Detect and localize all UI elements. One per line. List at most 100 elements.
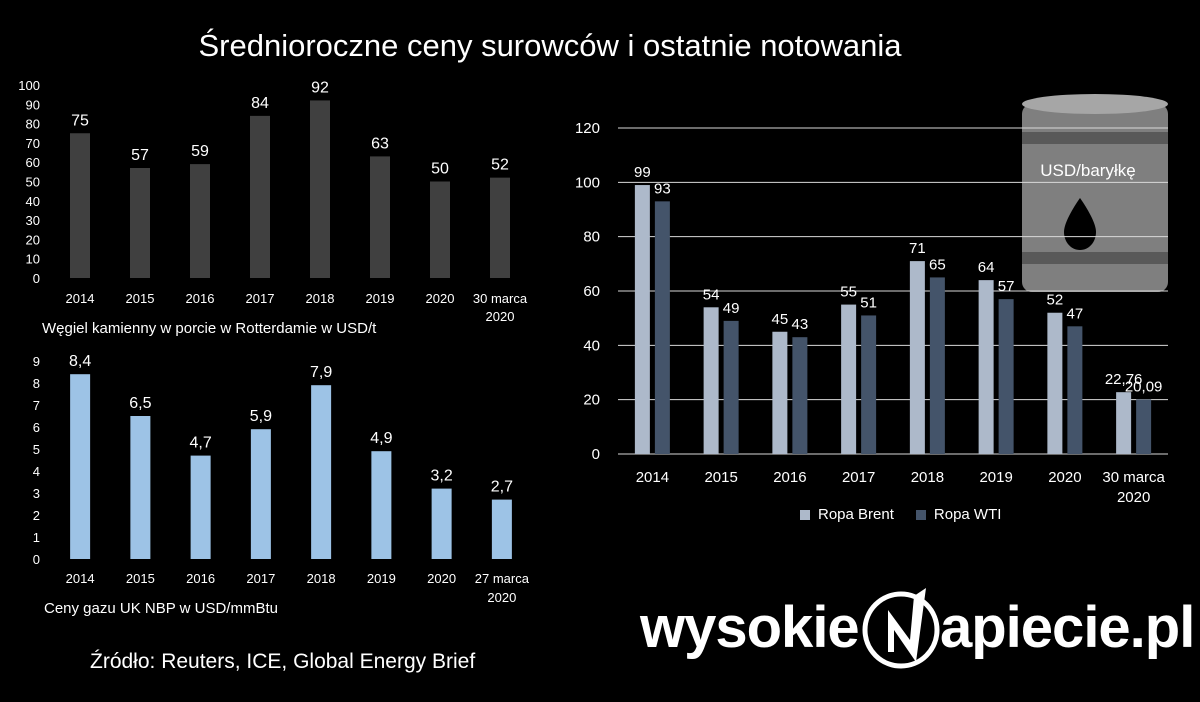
gas-bar bbox=[130, 416, 151, 559]
oil-ytick-label: 40 bbox=[583, 337, 600, 354]
oil-value-label: 57 bbox=[998, 278, 1015, 295]
coal-bar bbox=[430, 181, 450, 278]
oil-barrel-icon bbox=[1022, 94, 1168, 292]
lightning-n-icon bbox=[862, 588, 940, 669]
oil-bar bbox=[772, 331, 788, 454]
coal-bar bbox=[310, 100, 330, 278]
gas-ytick-label: 2 bbox=[33, 508, 40, 523]
oil-bar bbox=[792, 337, 808, 454]
gas-bar bbox=[190, 455, 211, 559]
oil-value-label: 55 bbox=[840, 284, 857, 301]
coal-chart-caption: Węgiel kamienny w porcie w Rotterdamie w… bbox=[42, 320, 377, 337]
legend-item-wti: Ropa WTI bbox=[915, 506, 1001, 523]
coal-ytick-label: 70 bbox=[26, 136, 40, 151]
oil-value-label: 43 bbox=[792, 316, 809, 333]
oil-bar bbox=[703, 307, 719, 454]
legend-label-brent: Ropa Brent bbox=[818, 506, 894, 523]
oil-value-label: 54 bbox=[703, 286, 720, 303]
gas-bar bbox=[431, 488, 452, 559]
oil-bar bbox=[654, 201, 670, 454]
oil-xtick-label: 2016 bbox=[773, 469, 806, 486]
coal-ytick-label: 60 bbox=[26, 155, 40, 170]
gas-bar bbox=[491, 499, 512, 559]
oil-ytick-label: 20 bbox=[583, 392, 600, 409]
page-title: Średnioroczne ceny surowców i ostatnie n… bbox=[198, 28, 902, 63]
oil-bar bbox=[978, 280, 994, 454]
coal-ytick-label: 80 bbox=[26, 117, 40, 132]
coal-bar bbox=[190, 164, 210, 278]
oil-value-label: 20,09 bbox=[1125, 378, 1163, 395]
coal-ytick-label: 20 bbox=[26, 232, 40, 247]
coal-xtick-label: 2016 bbox=[186, 291, 215, 306]
oil-chart: USD/baryłkę 0 20 40 60 80 100 120 99 54 45 55 71 64 52… bbox=[575, 94, 1168, 506]
gas-value-label: 6,5 bbox=[129, 395, 151, 412]
oil-value-label: 65 bbox=[929, 256, 946, 273]
gas-value-label: 4,9 bbox=[370, 430, 392, 447]
oil-xtick-label: 2017 bbox=[842, 469, 875, 486]
coal-xtick-label: 2020 bbox=[486, 309, 515, 324]
oil-value-label: 51 bbox=[860, 294, 877, 311]
coal-chart: 0 10 20 30 40 50 60 70 80 90 100 75 57 59 84 92 63 50 52 20… bbox=[18, 78, 528, 324]
coal-ytick-label: 10 bbox=[26, 252, 40, 267]
gas-value-label: 7,9 bbox=[310, 364, 332, 381]
barrel-hoop bbox=[1022, 132, 1168, 144]
oil-value-label: 45 bbox=[772, 311, 789, 328]
oil-value-label: 93 bbox=[654, 180, 671, 197]
gas-ytick-label: 9 bbox=[33, 354, 40, 369]
coal-bar bbox=[370, 156, 390, 278]
oil-xtick-label: 2020 bbox=[1048, 469, 1081, 486]
oil-value-label: 64 bbox=[978, 259, 995, 276]
oil-bar bbox=[1067, 326, 1083, 454]
gas-value-label: 8,4 bbox=[69, 353, 91, 370]
coal-bar bbox=[250, 115, 270, 278]
coal-ytick-label: 90 bbox=[26, 97, 40, 112]
gas-xtick-label: 2018 bbox=[307, 571, 336, 586]
oil-chart-annotation: USD/baryłkę bbox=[1040, 161, 1135, 180]
coal-ytick-label: 100 bbox=[18, 78, 40, 93]
coal-bar bbox=[70, 133, 90, 278]
oil-value-label: 52 bbox=[1047, 292, 1064, 309]
oil-chart-legend: Ropa Brent Ropa WTI bbox=[800, 506, 1001, 523]
logo-text-left: wysokie bbox=[640, 595, 860, 660]
oil-value-label: 22,76 bbox=[1105, 371, 1143, 388]
oil-bar bbox=[1047, 312, 1063, 454]
gas-bar bbox=[311, 385, 332, 559]
oil-bar bbox=[909, 261, 925, 454]
gas-ytick-label: 3 bbox=[33, 486, 40, 501]
coal-value-label: 75 bbox=[71, 112, 89, 129]
coal-xtick-label: 2020 bbox=[426, 291, 455, 306]
gas-value-label: 4,7 bbox=[190, 435, 212, 452]
gas-ytick-label: 0 bbox=[33, 552, 40, 567]
coal-bar bbox=[490, 177, 510, 278]
gas-value-label: 3,2 bbox=[431, 468, 453, 485]
oil-value-label: 99 bbox=[634, 164, 651, 181]
barrel-body bbox=[1022, 104, 1168, 292]
oil-bar bbox=[861, 315, 877, 454]
oil-bar bbox=[998, 299, 1014, 454]
coal-value-label: 59 bbox=[191, 143, 209, 160]
coal-value-label: 57 bbox=[131, 147, 149, 164]
gas-chart: 0 1 2 3 4 5 6 7 8 9 8,4 6,5 4,7 5,9 7,9 4,9 3,2 2,7 2014 20… bbox=[33, 353, 530, 605]
legend-item-brent: Ropa Brent bbox=[800, 506, 894, 523]
gas-xtick-label: 2019 bbox=[367, 571, 396, 586]
oil-xtick-label: 30 marca bbox=[1102, 469, 1165, 486]
gas-bar bbox=[70, 374, 91, 559]
coal-value-label: 52 bbox=[491, 157, 509, 174]
gas-ytick-label: 8 bbox=[33, 376, 40, 391]
oil-ytick-label: 0 bbox=[592, 446, 600, 463]
coal-xtick-label: 2015 bbox=[126, 291, 155, 306]
gas-bar bbox=[371, 451, 392, 559]
coal-xtick-label: 2014 bbox=[66, 291, 95, 306]
gas-xtick-label: 27 marca bbox=[475, 571, 530, 586]
oil-bar bbox=[1136, 399, 1152, 454]
gas-ytick-label: 5 bbox=[33, 442, 40, 457]
oil-bar bbox=[929, 277, 945, 454]
oil-ytick-label: 120 bbox=[575, 120, 600, 137]
oil-xtick-label: 2018 bbox=[911, 469, 944, 486]
oil-ytick-label: 60 bbox=[583, 283, 600, 300]
gas-xtick-label: 2020 bbox=[427, 571, 456, 586]
legend-swatch-brent bbox=[800, 509, 810, 520]
coal-ytick-label: 50 bbox=[26, 175, 40, 190]
oil-bar bbox=[1116, 392, 1132, 454]
